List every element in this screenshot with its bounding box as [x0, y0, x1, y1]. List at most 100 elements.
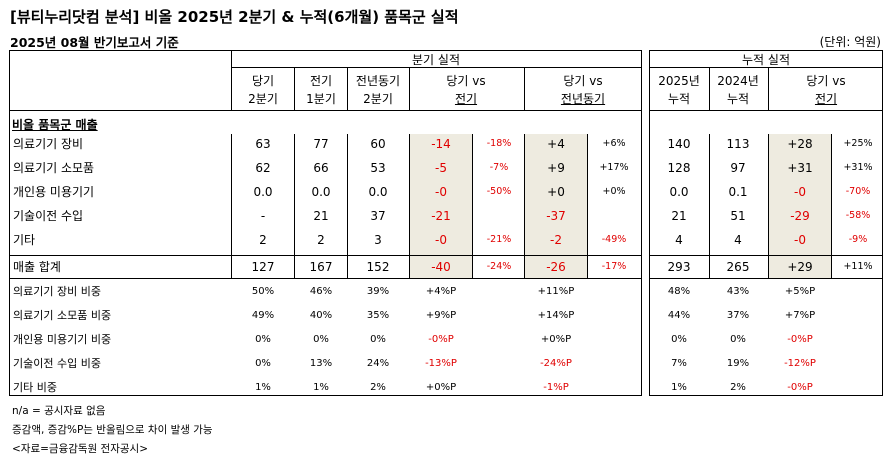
- ratio-cell: -0%P: [787, 382, 813, 393]
- row-label: 의료기기 장비: [13, 137, 84, 151]
- table-cell: 97: [730, 161, 746, 175]
- col-divider: [709, 67, 710, 111]
- ratio-row-label: 개인용 미용기기 비중: [13, 333, 112, 346]
- shade-diff-prev: [410, 134, 472, 255]
- table-cell: +28: [787, 137, 813, 151]
- ratio-cell: -1%P: [543, 382, 569, 393]
- table-cell: -0: [435, 233, 447, 247]
- ratio-cell: 2%: [730, 382, 746, 393]
- col-header-cum-2024: 2024년: [717, 74, 759, 88]
- group-header-divider: [231, 67, 642, 68]
- table-cell: 21: [671, 209, 687, 223]
- col-divider: [231, 50, 232, 111]
- table-cell: +4: [547, 137, 565, 151]
- col-header-prev-q: 전기: [309, 74, 333, 88]
- table-cell: -14: [431, 137, 451, 151]
- ratio-cell: 46%: [309, 286, 333, 297]
- ratio-cell: 0%: [730, 334, 746, 345]
- ratio-cell: 2%: [370, 382, 386, 393]
- shade-diff-yoy: [525, 134, 587, 255]
- table-cell: -0: [435, 185, 447, 199]
- table-cell: +0%: [602, 186, 626, 197]
- table-cell: -7%: [489, 162, 509, 173]
- table-cell: 60: [370, 137, 386, 151]
- ratio-row-label: 의료기기 장비 비중: [13, 285, 101, 298]
- ratio-row-label: 의료기기 소모품 비중: [13, 309, 112, 322]
- table-cell: 2: [259, 233, 267, 247]
- ratio-cell: 1%: [313, 382, 329, 393]
- table-cell: 51: [730, 209, 746, 223]
- shade-cum-diff: [769, 134, 831, 255]
- ratio-cell: 0%: [255, 358, 271, 369]
- ratio-cell: 49%: [251, 310, 275, 321]
- col-header-yoy-q: 전년동기: [355, 74, 401, 88]
- ratio-cell: -24%P: [540, 358, 572, 369]
- ratio-cell: +9%P: [425, 310, 457, 321]
- total-top-line-cum: [649, 255, 883, 256]
- table-cell: +25%: [843, 138, 873, 149]
- ratio-cell: 0%: [313, 334, 329, 345]
- ratio-cell: 37%: [726, 310, 750, 321]
- table-cell: 66: [313, 161, 329, 175]
- table-cell: -50%: [486, 186, 512, 197]
- col-header-diff-prev: 당기 vs: [446, 74, 486, 88]
- shade-cum-diff-total: [769, 256, 831, 278]
- table-cell: -9%: [848, 234, 868, 245]
- col-header-cum-2025-sub: 누적: [667, 92, 691, 106]
- total-row-label: 매출 합계: [13, 260, 61, 274]
- table-cell: 0.0: [669, 185, 689, 199]
- table-cell: -21: [431, 209, 451, 223]
- ratio-row-label: 기타 비중: [13, 381, 57, 394]
- ratio-cell: -0%P: [787, 334, 813, 345]
- col-divider: [347, 67, 348, 111]
- table-cell: 113: [726, 137, 750, 151]
- row-label: 의료기기 소모품: [13, 161, 95, 175]
- table-cell: -: [260, 209, 266, 223]
- note-source: <자료=금융감독원 전자공시>: [12, 443, 148, 455]
- quarter-group-header: 분기 실적: [412, 53, 460, 67]
- group-header-divider-cum: [649, 67, 883, 68]
- table-cell: 4: [734, 233, 742, 247]
- col-divider: [294, 134, 295, 279]
- table-cell: -49%: [601, 234, 627, 245]
- ratio-row-label: 기술이전 수입 비중: [13, 357, 101, 370]
- table-cell: 2: [317, 233, 325, 247]
- col-divider: [409, 134, 410, 279]
- col-divider: [409, 67, 410, 111]
- col-header-diff-prev-sub: 전기: [454, 92, 478, 106]
- table-cell: -37: [546, 209, 566, 223]
- total-cell: 167: [309, 260, 333, 274]
- table-cell: -0: [794, 185, 806, 199]
- col-divider: [347, 134, 348, 279]
- table-cell: 63: [255, 137, 271, 151]
- col-header-cur-q: 당기: [251, 74, 275, 88]
- table-cell: 0.0: [368, 185, 388, 199]
- page-title: [뷰티누리닷컴 분석] 비올 2025년 2분기 & 누적(6개월) 품목군 실…: [10, 8, 459, 26]
- section-label: 비올 품목군 매출: [12, 118, 98, 132]
- ratio-cell: 1%: [255, 382, 271, 393]
- ratio-cell: 44%: [667, 310, 691, 321]
- ratio-cell: 0%: [370, 334, 386, 345]
- col-header-cum-diff: 당기 vs: [806, 74, 846, 88]
- ratio-cell: -12%P: [784, 358, 816, 369]
- ratio-cell: 13%: [309, 358, 333, 369]
- table-cell: 37: [370, 209, 386, 223]
- col-divider: [524, 67, 525, 111]
- ratio-cell: -13%P: [425, 358, 457, 369]
- col-header-cum-2024-sub: 누적: [726, 92, 750, 106]
- col-divider: [587, 134, 588, 279]
- table-cell: -2: [550, 233, 562, 247]
- ratio-cell: 1%: [671, 382, 687, 393]
- row-label: 기타: [13, 233, 36, 247]
- ratio-cell: 35%: [366, 310, 390, 321]
- report-basis: 2025년 08월 반기보고서 기준: [10, 35, 179, 50]
- col-header-diff-yoy-sub: 전년동기: [560, 92, 606, 106]
- col-divider: [524, 134, 525, 279]
- col-divider: [472, 134, 473, 279]
- table-cell: 0.1: [728, 185, 748, 199]
- quarter-table-frame: [9, 50, 642, 396]
- total-cell: -24%: [486, 261, 512, 272]
- col-header-diff-yoy: 당기 vs: [563, 74, 603, 88]
- ratio-cell: +5%P: [784, 286, 816, 297]
- shade-diff-prev-total: [410, 256, 472, 278]
